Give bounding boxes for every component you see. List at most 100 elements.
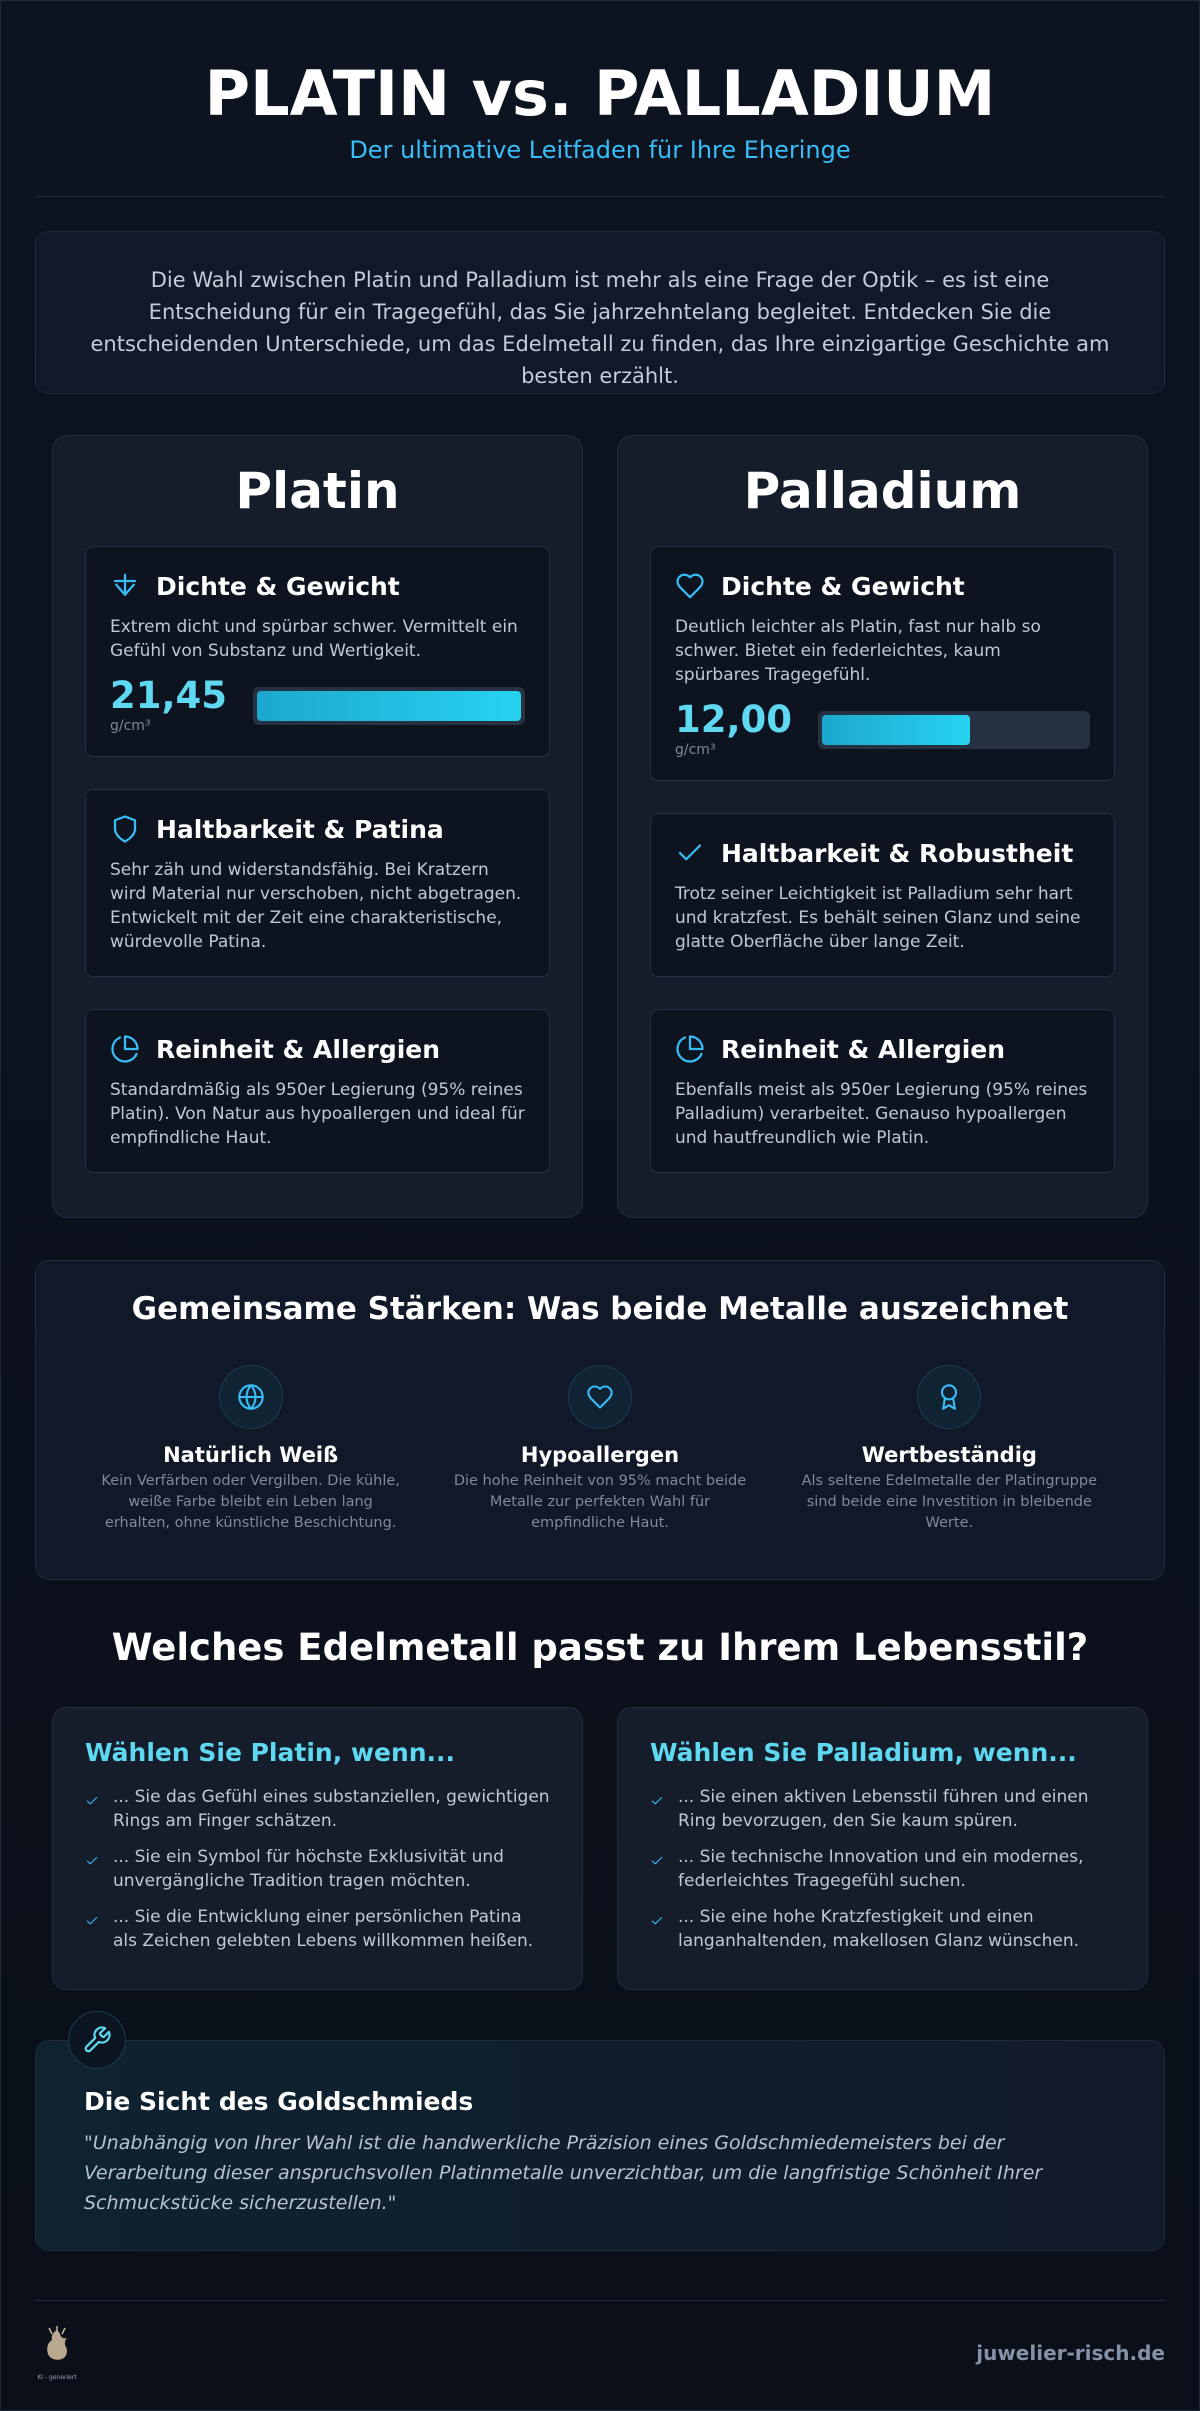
quote-box: Die Sicht des Goldschmieds "Unabhängig v…	[35, 2011, 1165, 2252]
choice-item: ... Sie eine hohe Kratzfestigkeit und ei…	[650, 1905, 1115, 1953]
icon	[110, 1034, 140, 1064]
shared-strengths: Gemeinsame Stärken: Was beide Metalle au…	[35, 1260, 1165, 1581]
shared-title: Gemeinsame Stärken: Was beide Metalle au…	[131, 1291, 1069, 1328]
density: 12,00 g/cm³	[675, 701, 1090, 758]
feature-title: Dichte & Gewicht	[110, 571, 525, 601]
icon	[110, 571, 140, 601]
feature-title-text: Dichte & Gewicht	[156, 571, 400, 601]
wrench-icon	[68, 2011, 126, 2070]
logo-caption: KI - generiert	[37, 2373, 77, 2381]
choice-item: ... Sie ein Symbol für höchste Exklusivi…	[85, 1845, 550, 1893]
choice-item-text: ... Sie das Gefühl eines substanziellen,…	[113, 1787, 550, 1832]
feature-title-text: Reinheit & Allergien	[721, 1034, 1006, 1064]
choice-title: Wählen Sie Platin, wenn...	[85, 1738, 456, 1768]
choice-item: ... Sie die Entwicklung einer persönlich…	[85, 1905, 550, 1953]
density-label: 21,45 g/cm³	[110, 677, 227, 734]
icon	[237, 1383, 265, 1411]
shared-item-title: Wertbeständig	[861, 1443, 1037, 1468]
shared-item-text: Kein Verfärben oder Vergilben. Die kühle…	[101, 1473, 400, 1532]
icon	[935, 1383, 963, 1411]
choice-item: ... Sie das Gefühl eines substanziellen,…	[85, 1785, 550, 1833]
density-bar	[822, 714, 970, 745]
feature: Reinheit & Allergien Ebenfalls meist als …	[650, 1009, 1115, 1174]
lifestyle-title: Welches Edelmetall passt zu Ihrem Lebens…	[111, 1626, 1089, 1670]
shared-item-text: Als seltene Edelmetalle der Platingruppe…	[801, 1473, 1098, 1532]
icon	[675, 1034, 705, 1064]
feature-text: Extrem dicht und spürbar schwer. Vermitt…	[110, 617, 518, 662]
feature: Reinheit & Allergien Standardmäßig als 95…	[85, 1009, 550, 1174]
shared-item-text: Die hohe Reinheit von 95% macht beide Me…	[453, 1473, 747, 1532]
website: juwelier-risch.de	[976, 2341, 1165, 2366]
subtitle: Der ultimative Leitfaden für Ihre Eherin…	[349, 136, 851, 165]
metal-name: Palladium	[743, 462, 1022, 521]
density-bar	[257, 690, 521, 721]
icon-circle	[567, 1365, 632, 1430]
density-unit: g/cm³	[110, 718, 151, 735]
choice-item-text: ... Sie technische Innovation und ein mo…	[678, 1847, 1084, 1892]
metal-card: Platin Dichte & Gewicht Extrem dicht und s…	[52, 435, 583, 1219]
shared-item: Natürlich Weiß Kein Verfärben oder Vergil…	[76, 1365, 425, 1534]
choice-item-text: ... Sie einen aktiven Lebensstil führen …	[678, 1787, 1089, 1832]
choice-card: Wählen Sie Platin, wenn... ... Sie das Ge…	[52, 1707, 583, 1991]
density-value: 21,45	[110, 674, 228, 718]
feature-text: Ebenfalls meist als 950er Legierung (95%…	[675, 1080, 1088, 1149]
feature-title: Haltbarkeit & Patina	[110, 814, 525, 844]
feature: Dichte & Gewicht Extrem dicht und spürbar…	[85, 546, 550, 758]
icon	[675, 838, 705, 868]
icon	[85, 1845, 99, 1893]
density-label: 12,00 g/cm³	[675, 701, 792, 758]
feature-text: Sehr zäh und widerstandsfähig. Bei Kratz…	[110, 860, 522, 953]
feature-text: Trotz seiner Leichtigkeit ist Palladium …	[675, 884, 1081, 953]
feature-title: Haltbarkeit & Robustheit	[675, 838, 1090, 868]
icon	[586, 1383, 614, 1411]
feature-title-text: Haltbarkeit & Patina	[156, 814, 444, 844]
density: 21,45 g/cm³	[110, 677, 525, 734]
shared-item: Hypoallergen Die hohe Reinheit von 95% ma…	[425, 1365, 774, 1534]
divider	[35, 2300, 1165, 2302]
feature: Haltbarkeit & Robustheit Trotz seiner Lei…	[650, 813, 1115, 978]
metal-card: Palladium Dichte & Gewicht Deutlich leicht…	[617, 435, 1148, 1219]
logo: KI - generiert	[35, 2325, 79, 2381]
icon	[110, 814, 140, 844]
feature-title: Reinheit & Allergien	[110, 1034, 525, 1064]
density-value: 12,00	[675, 698, 793, 742]
title: PLATIN vs. PALLADIUM	[204, 57, 996, 130]
choice-item: ... Sie einen aktiven Lebensstil führen …	[650, 1785, 1115, 1833]
icon	[85, 1785, 99, 1833]
feature-title-text: Reinheit & Allergien	[156, 1034, 441, 1064]
feature: Dichte & Gewicht Deutlich leichter als Pl…	[650, 546, 1115, 782]
divider	[35, 196, 1165, 198]
icon	[650, 1785, 664, 1833]
choice-item-text: ... Sie ein Symbol für höchste Exklusivi…	[113, 1847, 504, 1892]
feature-title-text: Haltbarkeit & Robustheit	[721, 838, 1074, 868]
shared-items: Natürlich Weiß Kein Verfärben oder Vergil…	[76, 1365, 1124, 1534]
icon-circle	[917, 1365, 982, 1430]
feature-title-text: Dichte & Gewicht	[721, 571, 965, 601]
icon	[675, 571, 705, 601]
choice-title: Wählen Sie Palladium, wenn...	[650, 1738, 1077, 1768]
feature-title: Dichte & Gewicht	[675, 571, 1090, 601]
choice-item: ... Sie technische Innovation und ein mo…	[650, 1845, 1115, 1893]
logo-figure	[47, 2325, 67, 2360]
shared-item: Wertbeständig Als seltene Edelmetalle der…	[775, 1365, 1124, 1534]
footer: KI - generiert juwelier-risch.de	[35, 2301, 1165, 2405]
metal-comparison: Platin Dichte & Gewicht Extrem dicht und s…	[35, 435, 1165, 1219]
icon	[85, 1905, 99, 1953]
choice-item-text: ... Sie eine hohe Kratzfestigkeit und ei…	[678, 1907, 1080, 1952]
shared-item-title: Hypoallergen	[520, 1443, 680, 1468]
metal-name: Platin	[235, 462, 400, 521]
icon-circle	[218, 1365, 283, 1430]
density-track	[818, 710, 1090, 749]
icon	[650, 1905, 664, 1953]
density-track	[253, 686, 525, 725]
feature-text: Standardmäßig als 950er Legierung (95% r…	[110, 1080, 525, 1149]
icon	[650, 1845, 664, 1893]
quote-title: Die Sicht des Goldschmieds	[84, 2087, 474, 2117]
feature-text: Deutlich leichter als Platin, fast nur h…	[675, 617, 1041, 686]
quote-text: "Unabhängig von Ihrer Wahl ist die handw…	[84, 2132, 1043, 2215]
intro: Die Wahl zwischen Platin und Palladium i…	[35, 231, 1165, 395]
shared-item-title: Natürlich Weiß	[163, 1443, 339, 1468]
